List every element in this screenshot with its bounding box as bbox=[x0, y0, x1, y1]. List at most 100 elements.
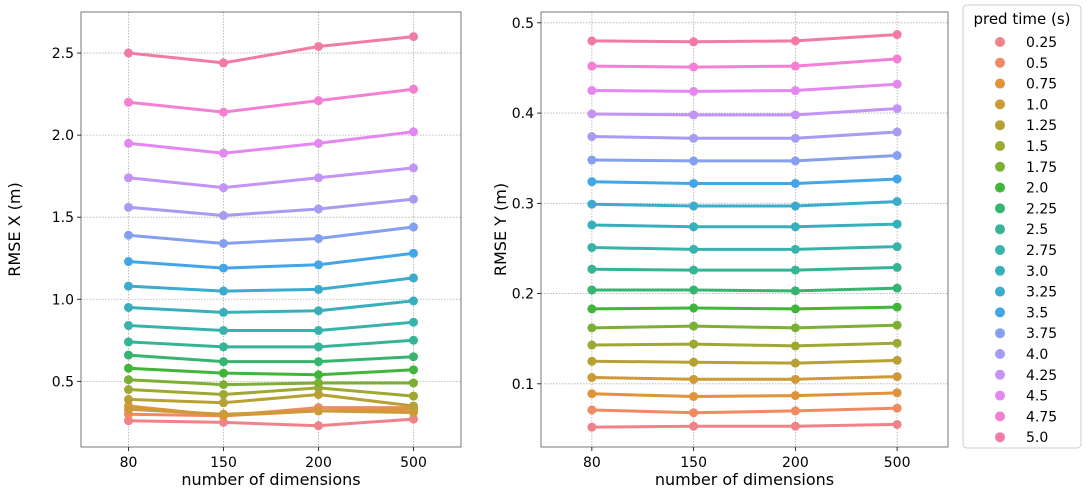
data-point bbox=[587, 304, 597, 314]
data-point bbox=[892, 403, 902, 413]
data-point bbox=[219, 286, 228, 296]
data-point bbox=[409, 335, 418, 345]
y-axis-label: RMSE X (m) bbox=[5, 182, 24, 276]
data-point bbox=[314, 342, 323, 352]
legend-marker bbox=[995, 224, 1005, 235]
data-point bbox=[219, 357, 228, 367]
data-point bbox=[892, 79, 902, 89]
legend-marker bbox=[995, 99, 1005, 110]
series-line-2.75 bbox=[591, 245, 898, 251]
legend-label: 4.0 bbox=[1026, 347, 1048, 363]
legend-marker bbox=[995, 432, 1005, 443]
data-point bbox=[587, 199, 597, 209]
y-tick-label: 2.5 bbox=[52, 46, 74, 62]
data-point bbox=[587, 373, 597, 383]
data-point bbox=[689, 421, 699, 431]
data-point bbox=[587, 36, 597, 46]
legend-label: 4.5 bbox=[1026, 389, 1048, 405]
legend-label: 2.0 bbox=[1026, 181, 1048, 197]
data-point bbox=[689, 86, 699, 96]
legend-label: 3.25 bbox=[1026, 285, 1057, 301]
data-point bbox=[790, 323, 800, 333]
data-point bbox=[219, 211, 228, 221]
data-point bbox=[314, 421, 323, 431]
data-point bbox=[689, 391, 699, 401]
legend: pred time (s) 0.25 0.5 0.75 1.0 1.25 1.5 1.75 2.… bbox=[962, 4, 1082, 449]
data-point bbox=[409, 401, 418, 411]
data-point bbox=[314, 41, 323, 51]
data-point bbox=[124, 257, 133, 267]
data-point bbox=[219, 398, 228, 408]
x-tick-label: 150 bbox=[680, 455, 707, 471]
x-tick-label: 80 bbox=[120, 455, 138, 471]
data-point bbox=[219, 417, 228, 427]
legend-marker bbox=[995, 141, 1005, 151]
data-point bbox=[314, 138, 323, 148]
series-line-2.0 bbox=[128, 366, 414, 377]
data-point bbox=[790, 201, 800, 211]
data-point bbox=[790, 61, 800, 71]
series-line-0.5 bbox=[591, 406, 898, 415]
data-point bbox=[790, 286, 800, 296]
legend-label: 1.75 bbox=[1026, 160, 1057, 176]
data-point bbox=[790, 86, 800, 96]
data-point bbox=[892, 30, 902, 40]
data-point bbox=[409, 365, 418, 375]
data-point bbox=[124, 281, 133, 291]
legend-marker bbox=[995, 78, 1005, 89]
data-point bbox=[587, 132, 597, 142]
data-point bbox=[314, 260, 323, 270]
data-point bbox=[790, 391, 800, 401]
legend-label: 2.75 bbox=[1026, 243, 1057, 259]
data-point bbox=[790, 341, 800, 351]
legend-label: 0.25 bbox=[1026, 35, 1057, 51]
legend-marker bbox=[995, 265, 1005, 276]
series-line-1.0 bbox=[591, 375, 898, 381]
data-point bbox=[409, 32, 418, 42]
data-point bbox=[689, 374, 699, 384]
data-point bbox=[689, 110, 699, 120]
data-point bbox=[892, 219, 902, 229]
data-point bbox=[409, 378, 418, 388]
legend-marker bbox=[995, 369, 1005, 380]
data-point bbox=[689, 201, 699, 211]
x-tick-label: 500 bbox=[884, 455, 911, 471]
data-point bbox=[790, 36, 800, 46]
y-tick-label: 0.5 bbox=[52, 374, 74, 390]
data-point bbox=[409, 163, 418, 173]
data-point bbox=[314, 306, 323, 316]
legend-marker bbox=[995, 182, 1005, 193]
data-point bbox=[219, 107, 228, 117]
data-point bbox=[790, 133, 800, 143]
legend-label: 3.0 bbox=[1026, 264, 1048, 280]
data-point bbox=[587, 177, 597, 187]
data-point bbox=[314, 173, 323, 183]
data-point bbox=[124, 385, 133, 395]
x-tick-label: 80 bbox=[583, 455, 601, 471]
data-point bbox=[689, 285, 699, 295]
data-point bbox=[892, 262, 902, 272]
y-tick-label: 0.2 bbox=[512, 287, 534, 303]
x-tick-label: 500 bbox=[400, 455, 427, 471]
data-point bbox=[409, 414, 418, 424]
data-point bbox=[689, 178, 699, 188]
data-point bbox=[314, 406, 323, 416]
data-point bbox=[219, 307, 228, 317]
series-line-3.0 bbox=[128, 299, 414, 314]
data-point bbox=[314, 378, 323, 388]
legend-marker bbox=[995, 161, 1005, 172]
data-point bbox=[124, 138, 133, 148]
series-line-2.0 bbox=[591, 305, 898, 311]
legend-marker bbox=[995, 349, 1005, 359]
legend-marker bbox=[995, 37, 1005, 47]
series-line-0.25 bbox=[128, 417, 414, 428]
data-point bbox=[790, 222, 800, 232]
data-point bbox=[219, 183, 228, 193]
data-point bbox=[689, 321, 699, 331]
data-point bbox=[124, 350, 133, 360]
series-line-1.5 bbox=[128, 386, 414, 398]
series-line-2.75 bbox=[128, 320, 414, 332]
series-line-5.0 bbox=[591, 33, 898, 44]
data-point bbox=[409, 317, 418, 327]
legend-label: 4.75 bbox=[1026, 409, 1057, 425]
